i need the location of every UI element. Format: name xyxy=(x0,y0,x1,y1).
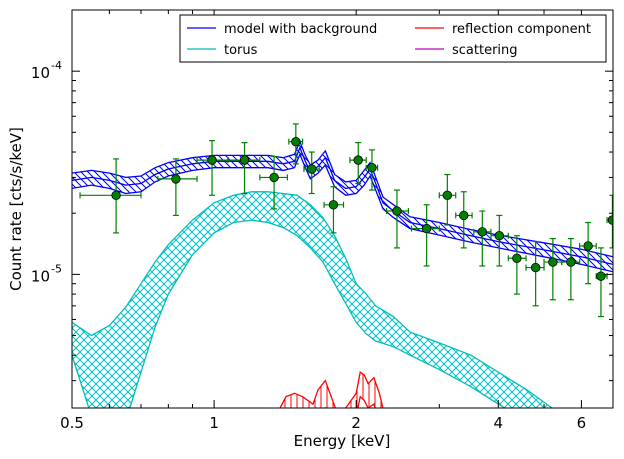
data-point-2 xyxy=(157,158,198,217)
data-point-marker xyxy=(607,215,613,225)
legend-label-scattering: scattering xyxy=(452,43,518,58)
model-with-background-lower-line xyxy=(72,152,613,273)
torus-band xyxy=(72,191,553,408)
data-point-marker xyxy=(494,231,505,241)
y-axis-title: Count rate [cts/s/keV] xyxy=(7,127,25,291)
legend-label-model: model with background xyxy=(224,22,377,37)
y-tick-exponent: -4 xyxy=(51,59,62,72)
x-tick-label: 1 xyxy=(209,414,219,432)
data-point-7 xyxy=(303,151,320,195)
data-point-marker xyxy=(583,241,593,251)
data-point-11 xyxy=(386,189,409,249)
data-point-marker xyxy=(207,155,217,165)
torus-upper-line xyxy=(72,191,553,408)
data-point-marker xyxy=(566,257,576,267)
data-point-marker xyxy=(307,164,317,174)
data-point-4 xyxy=(227,142,261,195)
data-point-marker xyxy=(459,210,469,221)
data-point-marker xyxy=(291,136,301,147)
data-point-8 xyxy=(323,186,345,234)
data-point-13 xyxy=(438,173,457,226)
torus-lower-line xyxy=(72,219,507,408)
data-point-5 xyxy=(259,155,289,210)
data-point-18 xyxy=(525,240,545,307)
data-point-marker xyxy=(111,190,121,200)
data-point-14 xyxy=(455,191,473,249)
x-tick-label: 0.5 xyxy=(60,414,84,432)
legend: model with background reflection compone… xyxy=(179,14,607,63)
data-point-9 xyxy=(349,142,367,185)
data-point-marker xyxy=(239,155,250,165)
model-with-background-upper-line xyxy=(72,139,613,258)
data-point-marker xyxy=(477,227,487,237)
model-with-background-line xyxy=(72,145,613,266)
data-point-19 xyxy=(543,237,563,301)
data-point-23 xyxy=(606,194,613,249)
x-tick-label: 4 xyxy=(494,414,504,432)
data-point-marker xyxy=(367,162,377,173)
model-with-background-band xyxy=(72,141,613,272)
plot-frame xyxy=(71,9,614,409)
reflection-component-upper-line xyxy=(279,371,384,408)
x-tick-label: 6 xyxy=(577,414,587,432)
data-point-marker xyxy=(548,257,558,267)
data-point-marker xyxy=(596,271,606,281)
data-point-marker xyxy=(171,174,181,184)
data-point-16 xyxy=(490,214,509,267)
y-tick-label: 10 xyxy=(31,267,50,285)
data-point-15 xyxy=(473,210,492,267)
y-tick-label: 10 xyxy=(31,64,50,82)
data-point-marker xyxy=(328,200,339,210)
data-point-20 xyxy=(561,237,581,301)
data-point-marker xyxy=(442,190,453,200)
data-point-marker xyxy=(512,253,522,263)
data-point-22 xyxy=(595,247,608,318)
legend-frame xyxy=(179,14,607,63)
y-tick-exponent: -5 xyxy=(51,262,62,275)
data-point-marker xyxy=(269,172,279,183)
data-point-marker xyxy=(421,223,432,234)
reflection-component-lower-line xyxy=(324,395,376,408)
data-point-marker xyxy=(530,262,541,273)
data-point-21 xyxy=(579,221,597,285)
data-point-marker xyxy=(353,155,363,165)
data-point-3 xyxy=(196,140,229,196)
data-point-17 xyxy=(507,235,527,295)
data-point-12 xyxy=(410,204,440,267)
legend-label-reflection: reflection component xyxy=(452,22,591,37)
data-point-10 xyxy=(365,149,379,191)
data-point-6 xyxy=(288,123,304,165)
data-point-1 xyxy=(79,158,142,234)
data-point-marker xyxy=(392,206,402,216)
x-tick-label: 2 xyxy=(351,414,361,432)
legend-label-torus: torus xyxy=(224,43,258,58)
x-axis-title: Energy [keV] xyxy=(294,432,391,450)
